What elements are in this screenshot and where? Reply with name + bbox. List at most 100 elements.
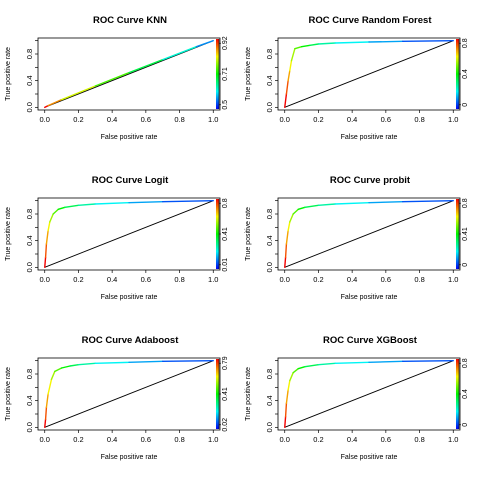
y-axis-label: True positive rate (5, 367, 12, 421)
x-axis-label: False positive rate (101, 134, 158, 141)
panel-1: ROC Curve KNN 0.0 0.2 0.4 0.6 0.8 1.0 0.0 0.4 0.8… (5, 15, 229, 141)
roc-segment (297, 206, 306, 211)
x-tick-label: 0.8 (414, 115, 424, 124)
y-tick-label: 0.4 (25, 235, 34, 245)
roc-curve (44, 359, 214, 429)
colorbar (456, 199, 459, 269)
x-tick-label: 0.2 (313, 275, 323, 284)
x-axis-label: False positive rate (101, 294, 158, 301)
panel-title: ROC Curve Logit (92, 175, 169, 186)
panel-title: ROC Curve XGBoost (323, 335, 418, 346)
roc-segment (285, 389, 289, 405)
roc-segment (45, 393, 49, 409)
x-tick-label: 0.0 (280, 275, 290, 284)
x-axis-label: False positive rate (341, 454, 398, 461)
roc-segment (54, 367, 63, 373)
panel-5: ROC Curve Adaboost 0.0 0.2 0.4 0.6 0.8 1.0 0.0 0… (5, 335, 229, 461)
colorbar-tick-label: 0.8 (462, 38, 469, 48)
x-tick-label: 1.0 (208, 435, 218, 444)
roc-segment (309, 43, 320, 47)
roc-segment (402, 199, 454, 203)
roc-curve (284, 199, 454, 269)
y-tick-label: 0.0 (25, 262, 34, 272)
roc-segment (44, 256, 47, 269)
roc-segment (368, 40, 404, 43)
roc-segment (44, 418, 47, 429)
y-tick-label: 0.4 (25, 75, 34, 85)
y-tick-label: 0.4 (25, 395, 34, 405)
x-tick-label: 1.0 (448, 435, 458, 444)
x-tick-label: 0.0 (40, 435, 50, 444)
y-tick-label: 0.8 (25, 209, 34, 219)
roc-segment (402, 359, 454, 363)
roc-segment (334, 41, 370, 44)
roc-segment (287, 221, 291, 232)
roc-segment (292, 367, 299, 374)
colorbar-tick-label: 0.92 (222, 36, 229, 50)
colorbar-tick-label: 0.71 (222, 67, 229, 81)
roc-curve (284, 359, 454, 429)
x-tick-label: 0.2 (73, 115, 83, 124)
y-tick-label: 0.8 (265, 49, 274, 59)
y-tick-label: 0.4 (265, 235, 274, 245)
x-tick-label: 1.0 (448, 115, 458, 124)
y-axis-label: True positive rate (5, 207, 12, 261)
roc-segment (52, 208, 59, 215)
y-tick-label: 0.8 (25, 49, 34, 59)
y-tick-label: 0.4 (265, 395, 274, 405)
roc-segment (49, 213, 54, 223)
colorbar (456, 39, 459, 109)
y-tick-label: 0.0 (25, 102, 34, 112)
colorbar-tick-label: 0.8 (462, 198, 469, 208)
x-tick-label: 0.2 (313, 115, 323, 124)
x-tick-label: 0.8 (174, 435, 184, 444)
x-tick-label: 0.8 (414, 275, 424, 284)
roc-segment (64, 204, 80, 209)
roc-segment (285, 229, 289, 245)
y-tick-label: 0.0 (25, 422, 34, 432)
colorbar-tick-label: 0.8 (462, 358, 469, 368)
panel-title: ROC Curve probit (330, 175, 411, 186)
x-tick-label: 0.4 (347, 115, 357, 124)
colorbar-tick-label: 0.02 (222, 418, 229, 432)
colorbar-tick-label: 0.41 (222, 227, 229, 241)
roc-segment (44, 406, 48, 421)
roc-segment (94, 71, 130, 87)
x-tick-label: 1.0 (208, 115, 218, 124)
x-tick-label: 0.0 (40, 275, 50, 284)
roc-segment (60, 365, 71, 369)
roc-segment (44, 243, 48, 259)
panel-3: ROC Curve Logit 0.0 0.2 0.4 0.6 0.8 1.0 0.0 0.4 0… (5, 175, 229, 301)
y-tick-label: 0.8 (25, 369, 34, 379)
roc-segment (77, 203, 96, 207)
roc-segment (47, 221, 51, 232)
roc-segment (45, 229, 49, 245)
colorbar-tick-label: 0.4 (462, 389, 469, 399)
x-tick-label: 0.6 (381, 115, 391, 124)
x-tick-label: 0.6 (381, 275, 391, 284)
x-tick-label: 0.4 (107, 115, 117, 124)
roc-segment (284, 402, 288, 418)
roc-segment (47, 378, 53, 395)
panel-4: ROC Curve probit 0.0 0.2 0.4 0.6 0.8 1.0 0.0 0.4… (245, 175, 469, 301)
roc-segment (60, 85, 96, 101)
roc-segment (334, 201, 370, 205)
x-tick-label: 1.0 (208, 275, 218, 284)
panel-title: ROC Curve KNN (93, 15, 167, 26)
roc-segment (289, 213, 294, 223)
roc-curve (44, 39, 214, 109)
roc-segment (77, 362, 96, 366)
roc-segment (47, 98, 63, 107)
y-axis-label: True positive rate (245, 47, 252, 101)
x-axis-label: False positive rate (101, 454, 158, 461)
roc-segment (162, 199, 214, 203)
roc-segment (94, 361, 130, 365)
roc-segment (128, 58, 164, 74)
y-axis-label: True positive rate (245, 367, 252, 421)
roc-segment (94, 201, 130, 205)
roc-segment (289, 59, 293, 72)
roc-curve (284, 39, 454, 109)
x-tick-label: 0.6 (141, 275, 151, 284)
diagonal-reference-line (284, 200, 454, 268)
